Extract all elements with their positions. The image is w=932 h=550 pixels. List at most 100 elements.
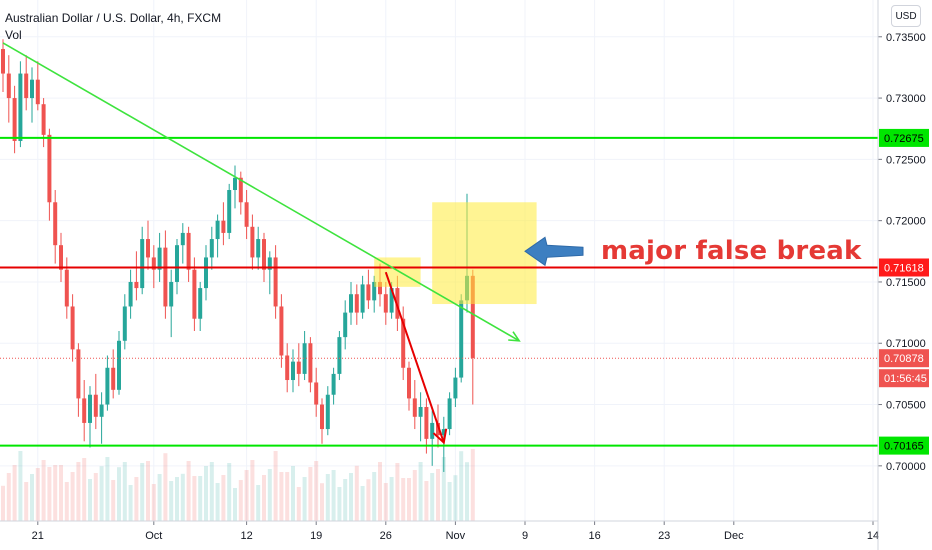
candle xyxy=(128,269,133,319)
candle xyxy=(273,245,278,319)
candle xyxy=(262,232,266,282)
trendline-arrowhead xyxy=(508,331,521,342)
candle xyxy=(88,386,92,448)
candle xyxy=(146,220,150,270)
candle-body xyxy=(314,382,319,405)
trendline xyxy=(2,42,520,342)
highlight-box xyxy=(432,202,537,305)
candle xyxy=(291,349,295,393)
candle-body xyxy=(279,306,284,356)
candle xyxy=(157,232,162,282)
candle xyxy=(412,380,417,430)
candle-body xyxy=(24,73,29,99)
candle-body xyxy=(227,190,232,233)
candle xyxy=(53,190,58,264)
volume-bar xyxy=(134,477,139,521)
candle-body xyxy=(320,404,324,430)
volume-bar xyxy=(360,486,365,521)
candle xyxy=(459,294,464,383)
candle xyxy=(204,245,208,301)
volume-bar xyxy=(262,475,266,521)
volume-bar xyxy=(308,467,313,521)
candle-body xyxy=(273,257,278,307)
candle-body xyxy=(169,281,174,307)
x-tick-label: Oct xyxy=(145,530,162,542)
volume-bar xyxy=(169,481,174,521)
candle xyxy=(93,373,98,430)
candle xyxy=(296,343,301,387)
volume-bar xyxy=(18,451,23,521)
candle-body xyxy=(331,373,336,395)
volume-bar xyxy=(198,476,203,521)
candle xyxy=(82,380,87,442)
price-label-bg xyxy=(879,436,929,455)
currency-button[interactable]: USD xyxy=(891,5,921,27)
volume-bar xyxy=(53,465,58,521)
candle xyxy=(285,343,290,393)
red-arrow-head xyxy=(432,428,448,445)
price-label-text: 01:56:45 xyxy=(884,373,927,385)
candle-body xyxy=(296,361,301,374)
candle xyxy=(302,330,307,381)
price-label-bg xyxy=(879,128,929,147)
candle xyxy=(134,251,139,301)
volume-bars xyxy=(1,449,475,521)
candle-body xyxy=(436,422,440,436)
candle-body xyxy=(99,404,104,417)
price-axis-label: 0.72675 xyxy=(879,128,929,147)
volume-bar xyxy=(279,472,284,521)
volume-bar xyxy=(267,469,272,521)
y-tick-label: 0.71500 xyxy=(886,277,926,289)
x-tick-label: Nov xyxy=(446,530,466,542)
candle-body xyxy=(12,98,17,141)
volume-bar xyxy=(175,477,179,521)
volume-bar xyxy=(186,461,191,521)
candle xyxy=(366,269,371,309)
volume-bar xyxy=(122,462,127,521)
volume-bar xyxy=(273,451,278,521)
volume-bar xyxy=(465,462,469,521)
candle xyxy=(320,398,324,444)
volume-bar xyxy=(93,473,98,521)
volume-bar xyxy=(343,479,348,521)
candle xyxy=(18,61,23,148)
candle xyxy=(169,269,174,338)
annotation-text: major false break xyxy=(601,236,862,266)
candle-body xyxy=(430,422,435,439)
candle xyxy=(198,281,203,331)
volume-bar xyxy=(430,473,435,521)
volume-bar xyxy=(302,477,307,521)
candle-body xyxy=(418,406,423,417)
candle-body xyxy=(30,79,34,99)
volume-bar xyxy=(64,482,69,521)
candle-body xyxy=(383,294,388,313)
candle xyxy=(6,55,11,123)
candle-body xyxy=(198,288,203,319)
volume-bar xyxy=(372,472,377,521)
candle-body xyxy=(447,398,452,430)
x-tick-label: 14 xyxy=(867,530,879,542)
volume-bar xyxy=(441,457,446,521)
candle xyxy=(354,284,359,325)
candle-body xyxy=(82,398,87,423)
volume-bar xyxy=(291,466,295,521)
candle-body xyxy=(267,257,272,270)
volume-bar xyxy=(238,480,243,521)
candle-body xyxy=(302,343,307,374)
candle xyxy=(24,55,29,111)
volume-bar xyxy=(244,470,249,521)
candle-body xyxy=(163,247,168,307)
volume-bar xyxy=(117,467,121,521)
volume-bar xyxy=(453,475,458,521)
volume-bar xyxy=(41,460,46,521)
chart-legend: Australian Dollar / U.S. Dollar, 4h, FXC… xyxy=(5,10,221,44)
candle-body xyxy=(6,73,11,99)
candle-body xyxy=(140,239,145,289)
volume-bar xyxy=(12,465,17,521)
candle xyxy=(314,367,319,417)
candle xyxy=(337,330,342,381)
volume-bar xyxy=(250,460,255,521)
